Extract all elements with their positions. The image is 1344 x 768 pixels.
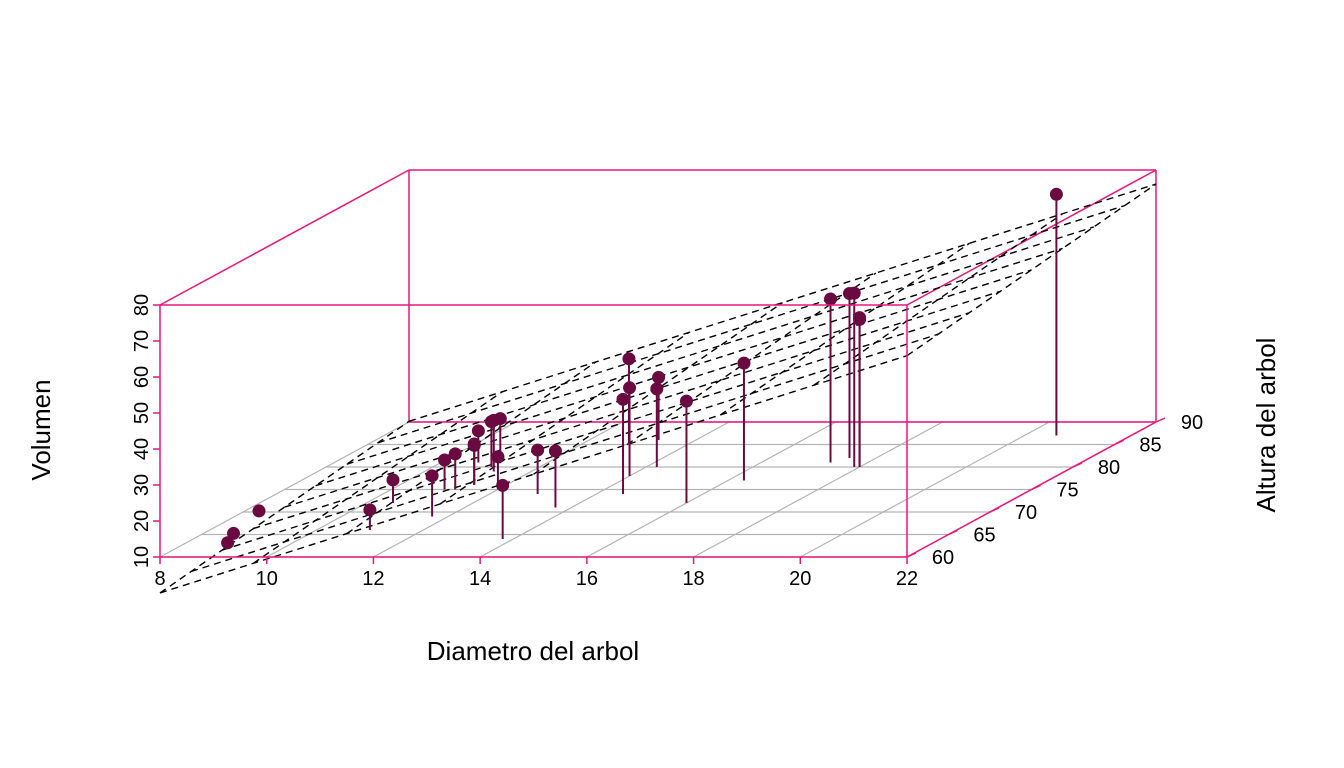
drop-lines [226, 194, 1058, 544]
x-tick-label: 8 [154, 568, 165, 590]
plane-line-y [346, 361, 597, 535]
z-tick-label: 30 [131, 474, 153, 496]
data-point [363, 503, 377, 517]
z-tick-label: 80 [131, 294, 153, 316]
plane-line-y [719, 242, 970, 416]
data-point [487, 413, 501, 427]
plane-line-y [159, 420, 410, 594]
data-point [221, 536, 235, 550]
y-tick-label: 60 [932, 547, 954, 569]
x-axis-title: Diametro del arbol [427, 636, 639, 666]
axis-ticks: 8 10 12 14 16 18 20 221020304050607080606570758… [131, 294, 1203, 590]
data-point [496, 478, 510, 492]
z-tick-label: 70 [131, 330, 153, 352]
y-tick [1072, 462, 1083, 468]
data-point [1049, 187, 1063, 201]
x-tick-label: 16 [576, 568, 598, 590]
x-tick-label: 14 [469, 568, 491, 590]
y-tick-label: 80 [1098, 457, 1120, 479]
data-point [448, 447, 462, 461]
y-tick-label: 65 [973, 525, 995, 547]
data-point [386, 473, 400, 487]
data-point [252, 504, 266, 518]
plane-line-x [159, 354, 908, 594]
y-tick-label: 90 [1181, 412, 1203, 434]
z-tick-label: 60 [131, 366, 153, 388]
plane-line-y [626, 272, 877, 446]
data-point [623, 381, 637, 395]
data-point [622, 352, 636, 366]
plane-line-x [190, 333, 939, 573]
data-point [491, 450, 505, 464]
data-point [650, 382, 664, 396]
z-tick-label: 20 [131, 510, 153, 532]
y-tick-label: 75 [1056, 480, 1078, 502]
box-back [159, 169, 1157, 423]
z-tick-label: 10 [131, 546, 153, 568]
y-tick [989, 507, 1000, 513]
plane-line-x [315, 247, 1063, 487]
y-tick [1114, 439, 1124, 446]
y-tick-label: 85 [1139, 435, 1161, 457]
data-point [227, 526, 241, 540]
plane-line-y [906, 183, 1157, 357]
data-point [853, 312, 867, 326]
box-edge [159, 169, 410, 306]
y-tick [1031, 484, 1041, 491]
x-tick-label: 22 [896, 568, 918, 590]
y-tick [1155, 417, 1166, 423]
plane-line-y [252, 391, 503, 564]
data-point [737, 356, 751, 370]
data-point [652, 370, 666, 384]
box-edge [906, 169, 1157, 306]
z-tick-label: 40 [131, 438, 153, 460]
x-tick-label: 12 [362, 568, 384, 590]
data-points [221, 187, 1063, 550]
data-point [847, 286, 861, 300]
y-tick-label: 70 [1015, 502, 1037, 524]
plane-line-x [346, 226, 1094, 465]
data-point [438, 453, 452, 467]
data-point [471, 424, 485, 438]
x-tick-label: 20 [789, 568, 811, 590]
z-tick-label: 50 [131, 402, 153, 424]
y-axis-title: Altura del arbol [1251, 338, 1281, 513]
plane-line-x [253, 290, 1001, 530]
plane-line-y [533, 302, 783, 475]
data-point [467, 437, 481, 451]
plane-line-y [439, 331, 690, 505]
plane-line-x [222, 312, 970, 551]
data-point [548, 444, 562, 458]
data-point [616, 392, 630, 406]
y-tick [906, 552, 917, 558]
data-point [824, 292, 838, 306]
x-tick-label: 18 [682, 568, 704, 590]
y-tick [948, 529, 958, 536]
z-axis-title: Volumen [26, 379, 56, 480]
data-point [425, 469, 439, 483]
x-tick-label: 10 [256, 568, 278, 590]
data-point [679, 394, 693, 408]
plane-line-x [377, 204, 1126, 444]
plane-line-x [408, 183, 1157, 423]
data-point [531, 443, 545, 457]
